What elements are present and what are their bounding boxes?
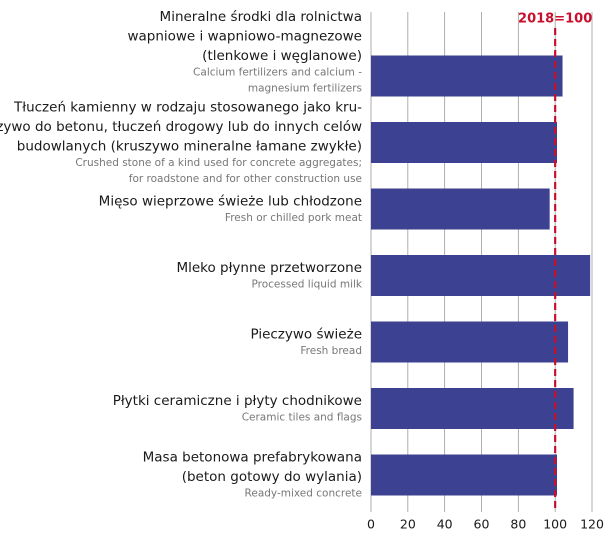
category-label-en: for roadstone and for other construction… — [129, 173, 362, 185]
category-label: Tłuczeń kamienny w rodzaju stosowanego j… — [13, 99, 362, 115]
reference-label: 2018=100 — [518, 12, 592, 27]
bar — [371, 454, 558, 496]
x-tick-label: 20 — [400, 517, 416, 532]
category-label-en: Crushed stone of a kind used for concret… — [75, 157, 362, 169]
bar — [371, 388, 574, 429]
category-label: (tlenkowe i węglanowe) — [202, 48, 362, 64]
category-label-en: Processed liquid milk — [251, 278, 362, 290]
bar — [371, 255, 591, 296]
category-label: Mineralne środki dla rolnictwa — [160, 9, 362, 25]
category-label: budowlanych (kruszywo mineralne łamane z… — [17, 138, 362, 154]
bar — [371, 321, 569, 363]
category-label: (beton gotowy do wylania) — [182, 469, 362, 485]
category-label: Masa betonowa prefabrykowana — [143, 450, 362, 466]
category-label: szywo do betonu, tłuczeń drogowy lub do … — [0, 119, 362, 135]
category-label: Płytki ceramiczne i płyty chodnikowe — [113, 393, 362, 409]
x-tick-label: 80 — [510, 517, 526, 532]
x-tick-label: 40 — [437, 517, 453, 532]
category-label: Mleko płynne przetworzone — [176, 260, 362, 276]
category-label: Pieczywo świeże — [250, 326, 362, 342]
x-tick-label: 60 — [474, 517, 490, 532]
x-tick-label: 0 — [367, 517, 375, 532]
bar — [371, 188, 550, 230]
x-tick-label: 100 — [543, 517, 567, 532]
category-label-en: Ready-mixed concrete — [245, 488, 362, 500]
bar — [371, 122, 558, 163]
category-label-en: Ceramic tiles and flags — [242, 411, 362, 423]
bar — [371, 55, 563, 97]
category-label: Mięso wieprzowe świeże lub chłodzone — [99, 193, 362, 209]
category-label-en: Fresh or chilled pork meat — [225, 212, 362, 224]
category-label-en: Fresh bread — [300, 345, 362, 357]
x-tick-label: 120 — [580, 517, 604, 532]
category-label: wapniowe i wapniowo-magnezowe — [127, 28, 362, 44]
category-label-en: magnesium fertilizers — [248, 82, 362, 94]
category-label-en: Calcium fertilizers and calcium - — [193, 66, 362, 78]
